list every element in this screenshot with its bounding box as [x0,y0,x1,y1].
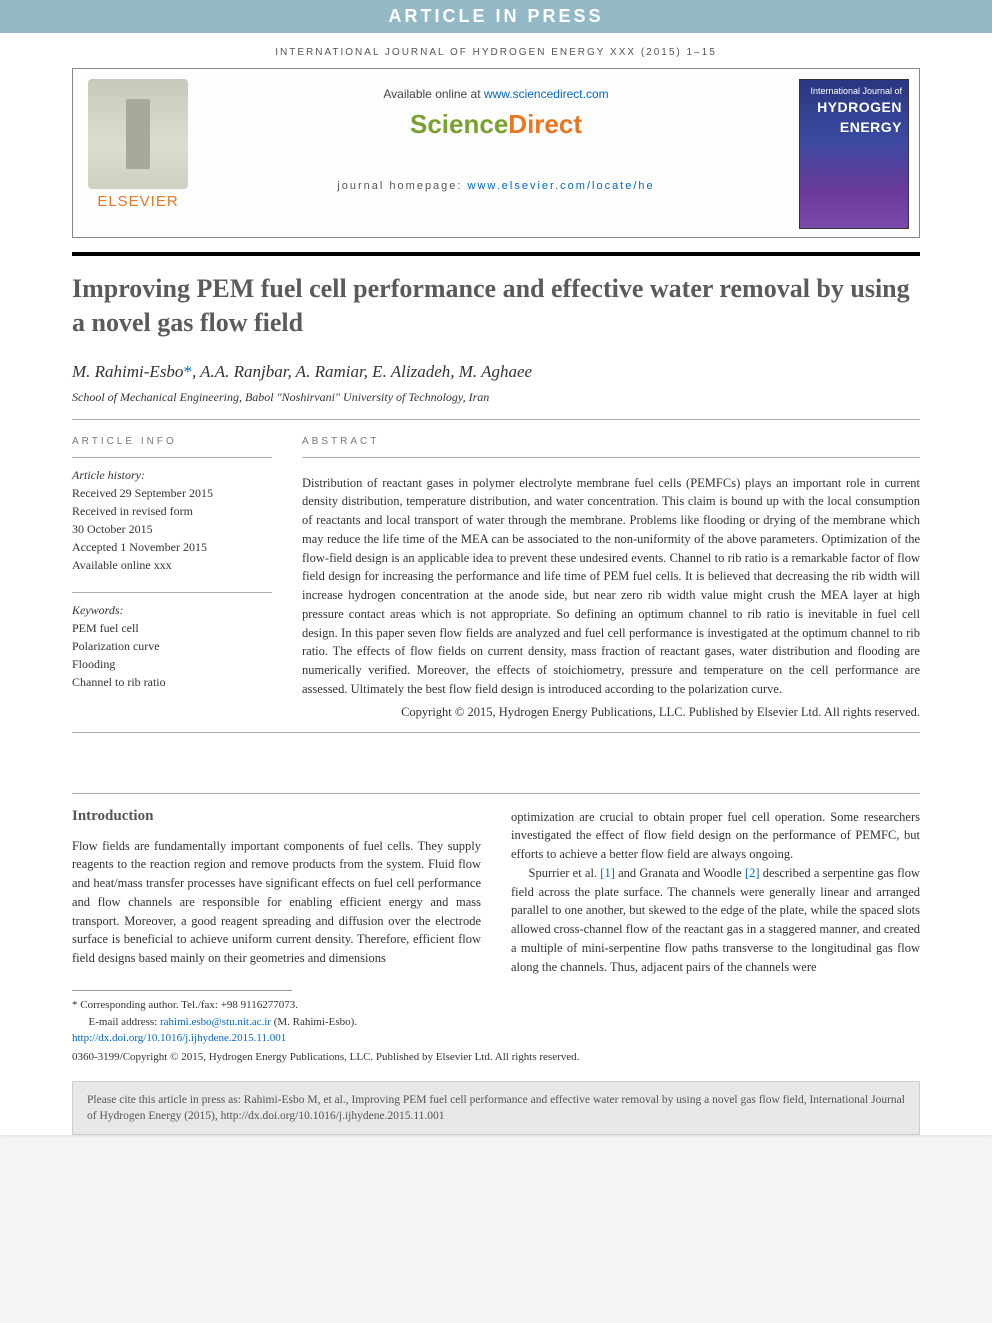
doi-footnote: http://dx.doi.org/10.1016/j.ijhydene.201… [72,1030,920,1047]
body-top-rule [72,793,920,794]
rule-above-info [72,419,920,420]
keywords-label: Keywords: [72,601,272,619]
intro-paragraph-2b: Spurrier et al. [1] and Granata and Wood… [511,864,920,977]
author-list: M. Rahimi-Esbo*, A.A. Ranjbar, A. Ramiar… [72,362,920,382]
cite-this-article-box: Please cite this article in press as: Ra… [72,1081,920,1135]
journal-header-box: ELSEVIER Available online at www.science… [72,68,920,238]
abstract-column: ABSTRACT Distribution of reactant gases … [302,436,920,720]
thick-rule [72,252,920,256]
email-footnote: E-mail address: rahimi.esbo@stu.nit.ac.i… [72,1014,920,1031]
sciencedirect-logo[interactable]: ScienceDirect [73,109,919,140]
info-rule-1 [72,457,272,458]
article-history-block: Article history: Received 29 September 2… [72,466,272,574]
intro-paragraph-2a: optimization are crucial to obtain prope… [511,808,920,864]
cover-energy: ENERGY [800,117,908,137]
body-col-left: Introduction Flow fields are fundamental… [72,808,481,977]
article-in-press-banner: ARTICLE IN PRESS [0,0,992,33]
header-center: Available online at www.sciencedirect.co… [73,69,919,192]
abstract-heading: ABSTRACT [302,436,920,447]
abstract-text: Distribution of reactant gases in polyme… [302,474,920,699]
history-line: Accepted 1 November 2015 [72,538,272,556]
abstract-rule [302,457,920,458]
email-suffix: (M. Rahimi-Esbo). [271,1016,357,1028]
available-online-text: Available online at www.sciencedirect.co… [73,87,919,101]
body-col-right: optimization are crucial to obtain prope… [511,808,920,977]
info-rule-2 [72,592,272,593]
keyword[interactable]: Polarization curve [72,637,272,655]
reference-link-1[interactable]: [1] [600,866,615,880]
history-line: Received 29 September 2015 [72,484,272,502]
elsevier-wordmark: ELSEVIER [83,193,193,210]
cover-small-title: International Journal of [800,80,908,97]
issn-copyright: 0360-3199/Copyright © 2015, Hydrogen Ene… [72,1051,920,1063]
doi-link[interactable]: http://dx.doi.org/10.1016/j.ijhydene.201… [72,1032,286,1044]
direct-text: Direct [508,109,582,139]
affiliation: School of Mechanical Engineering, Babol … [72,390,920,405]
intro-paragraph-1: Flow fields are fundamentally important … [72,837,481,968]
homepage-link[interactable]: www.elsevier.com/locate/he [468,180,655,192]
keyword[interactable]: PEM fuel cell [72,619,272,637]
article-info-column: ARTICLE INFO Article history: Received 2… [72,436,272,720]
science-text: Science [410,109,508,139]
article-main: Improving PEM fuel cell performance and … [72,272,920,1063]
elsevier-tree-icon [88,79,188,189]
corresponding-author-footnote: * Corresponding author. Tel./fax: +98 91… [72,997,920,1014]
other-authors: , A.A. Ranjbar, A. Ramiar, E. Alizadeh, … [192,362,532,381]
history-label: Article history: [72,466,272,484]
keywords-block: Keywords: PEM fuel cell Polarization cur… [72,601,272,691]
journal-homepage-line: journal homepage: www.elsevier.com/locat… [73,180,919,192]
homepage-prefix: journal homepage: [337,180,467,192]
history-line: 30 October 2015 [72,520,272,538]
p2b-pre: Spurrier et al. [529,866,601,880]
available-prefix: Available online at [383,87,484,101]
keyword[interactable]: Channel to rib ratio [72,673,272,691]
introduction-heading: Introduction [72,808,481,825]
history-line: Available online xxx [72,556,272,574]
reference-link-2[interactable]: [2] [745,866,760,880]
cover-hydrogen: HYDROGEN [800,97,908,117]
article-info-heading: ARTICLE INFO [72,436,272,447]
elsevier-logo[interactable]: ELSEVIER [83,79,193,229]
rule-below-abstract [72,732,920,733]
journal-cover-thumbnail[interactable]: International Journal of HYDROGEN ENERGY [799,79,909,229]
author-email-link[interactable]: rahimi.esbo@stu.nit.ac.ir [160,1016,271,1028]
p2b-mid: and Granata and Woodle [615,866,745,880]
keyword[interactable]: Flooding [72,655,272,673]
sciencedirect-link[interactable]: www.sciencedirect.com [484,87,609,101]
abstract-copyright: Copyright © 2015, Hydrogen Energy Public… [302,705,920,720]
info-abstract-row: ARTICLE INFO Article history: Received 2… [72,436,920,720]
footnote-rule [72,990,292,991]
corresponding-star-icon[interactable]: * [183,362,192,381]
page: ARTICLE IN PRESS international journal o… [0,0,992,1135]
article-title: Improving PEM fuel cell performance and … [72,272,920,340]
body-columns: Introduction Flow fields are fundamental… [72,808,920,977]
journal-citation-header: international journal of hydrogen energy… [0,33,992,68]
email-label: E-mail address: [89,1016,160,1028]
first-author[interactable]: M. Rahimi-Esbo [72,362,183,381]
p2b-post: described a serpentine gas flow field ac… [511,866,920,974]
history-line: Received in revised form [72,502,272,520]
